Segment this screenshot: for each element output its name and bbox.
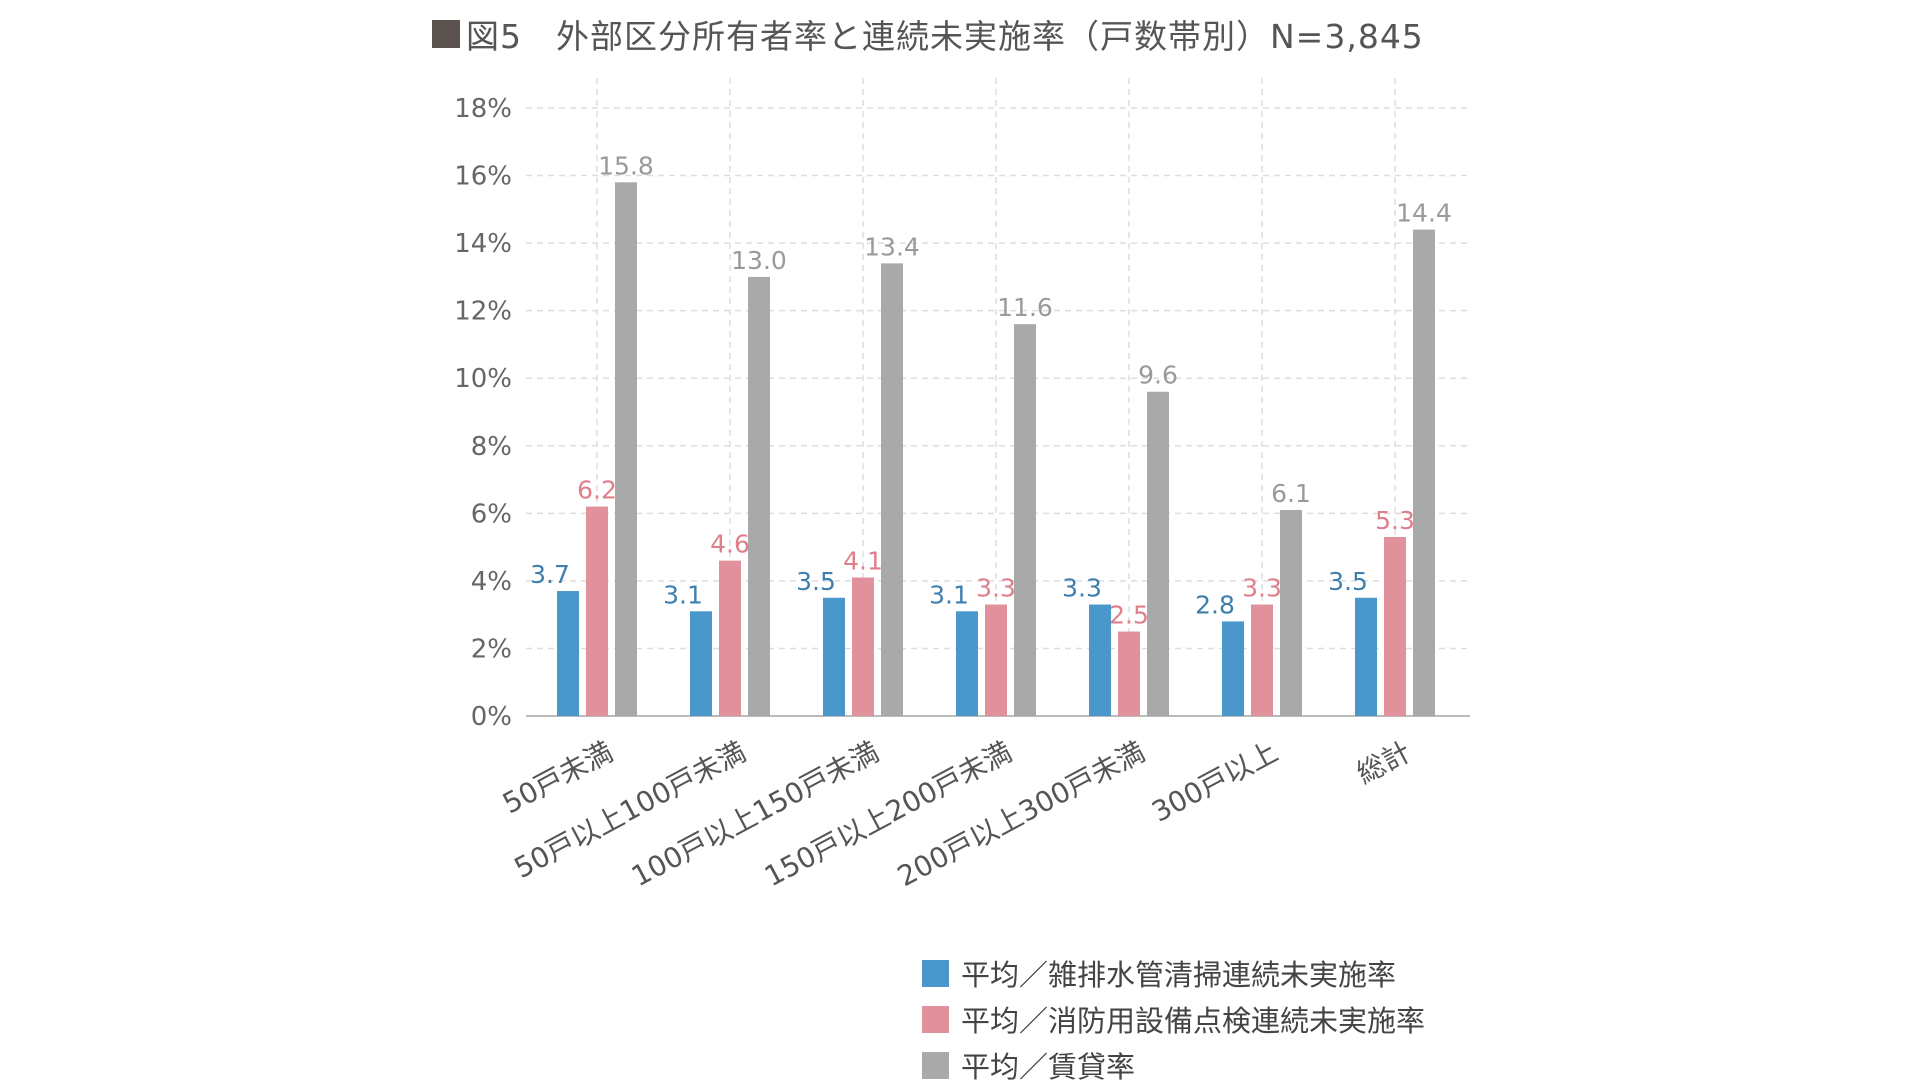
data-label: 13.4	[864, 232, 920, 261]
data-label: 5.3	[1375, 506, 1415, 535]
bar	[823, 597, 845, 716]
data-label: 11.6	[997, 293, 1053, 322]
y-tick-label: 6%	[471, 499, 512, 529]
legend-label: 平均／消防用設備点検連続未実施率	[961, 1004, 1426, 1038]
legend-label: 平均／賃貸率	[961, 1050, 1136, 1084]
y-tick-label: 4%	[471, 567, 512, 597]
bar	[1280, 509, 1302, 716]
legend-swatch	[922, 959, 949, 987]
y-axis-ticks: 0% 2% 4% 6% 8% 10% 12% 14% 16% 18%	[454, 94, 512, 732]
legend-swatch	[922, 1005, 949, 1033]
data-label: 4.6	[710, 530, 750, 559]
y-tick-label: 16%	[454, 162, 512, 192]
x-axis-ticks: 50戸未満50戸以上100戸未満100戸以上150戸未満150戸以上200戸未満…	[497, 735, 1416, 893]
bar	[1222, 621, 1244, 716]
data-label: 3.1	[663, 580, 703, 609]
bar	[1118, 631, 1140, 716]
data-label: 3.3	[1062, 574, 1102, 603]
data-label: 3.5	[1328, 567, 1368, 596]
bar	[1147, 391, 1169, 716]
x-tick-label: 300戸以上	[1146, 735, 1283, 829]
bars	[557, 182, 1435, 717]
data-label: 6.1	[1271, 479, 1311, 508]
legend-item: 平均／雑排水管清掃連続未実施率	[922, 950, 1425, 996]
bar-chart: 0%2%4%6%8%10%12%14%16%18% 3.76.215.83.14…	[454, 78, 1470, 893]
data-label: 6.2	[577, 476, 617, 505]
chart-title: 図5 外部区分所有者率と連続未実施率（戸数帯別）N=3,845	[432, 8, 1424, 60]
data-label: 3.7	[530, 560, 570, 589]
bar	[557, 591, 579, 716]
legend-item: 平均／賃貸率	[922, 1042, 1425, 1088]
data-label: 15.8	[598, 151, 654, 180]
x-tick-label: 200戸以上300戸未満	[892, 735, 1150, 893]
legend-item: 平均／消防用設備点検連続未実施率	[922, 996, 1425, 1042]
data-label: 9.6	[1138, 361, 1178, 390]
y-tick-label: 18%	[454, 94, 512, 124]
bar	[615, 182, 637, 717]
data-label: 3.3	[976, 574, 1016, 603]
y-tick-label: 10%	[454, 364, 512, 394]
legend-label: 平均／雑排水管清掃連続未実施率	[961, 958, 1397, 992]
data-label: 2.8	[1195, 590, 1235, 619]
chart-title-text: 図5 外部区分所有者率と連続未実施率（戸数帯別）N=3,845	[466, 17, 1424, 56]
data-label: 3.1	[929, 580, 969, 609]
data-label: 3.3	[1242, 574, 1282, 603]
legend-swatch	[922, 1051, 949, 1079]
bar	[719, 560, 741, 716]
data-label: 4.1	[843, 547, 883, 576]
bar	[586, 506, 608, 716]
y-tick-label: 0%	[471, 702, 512, 732]
bar	[1014, 324, 1036, 716]
x-tick-label: 150戸以上200戸未満	[759, 735, 1017, 893]
y-tick-label: 14%	[454, 229, 512, 259]
y-tick-label: 12%	[454, 297, 512, 327]
y-tick-label: 2%	[471, 634, 512, 664]
y-tick-label: 8%	[471, 432, 512, 462]
data-labels: 3.76.215.83.14.613.03.54.113.43.1 3.311.6…	[530, 151, 1452, 629]
data-label: 3.5	[796, 567, 836, 596]
legend: 平均／雑排水管清掃連続未実施率 平均／消防用設備点検連続未実施率 平均／賃貸率	[922, 950, 1425, 1088]
x-tick-label: 総計	[1351, 735, 1416, 790]
bar	[852, 577, 874, 716]
bar	[1089, 604, 1111, 716]
data-label: 14.4	[1396, 199, 1452, 228]
bar	[690, 611, 712, 716]
bar	[1384, 536, 1406, 716]
data-label: 2.5	[1109, 601, 1149, 630]
bar	[1251, 604, 1273, 716]
bar	[748, 276, 770, 716]
bar	[956, 611, 978, 716]
bar	[881, 263, 903, 716]
bar	[985, 604, 1007, 716]
bar	[1413, 229, 1435, 716]
x-tick-label: 100戸以上150戸未満	[626, 735, 884, 893]
data-label: 13.0	[731, 246, 787, 275]
title-square-icon	[432, 20, 460, 48]
bar	[1355, 597, 1377, 716]
